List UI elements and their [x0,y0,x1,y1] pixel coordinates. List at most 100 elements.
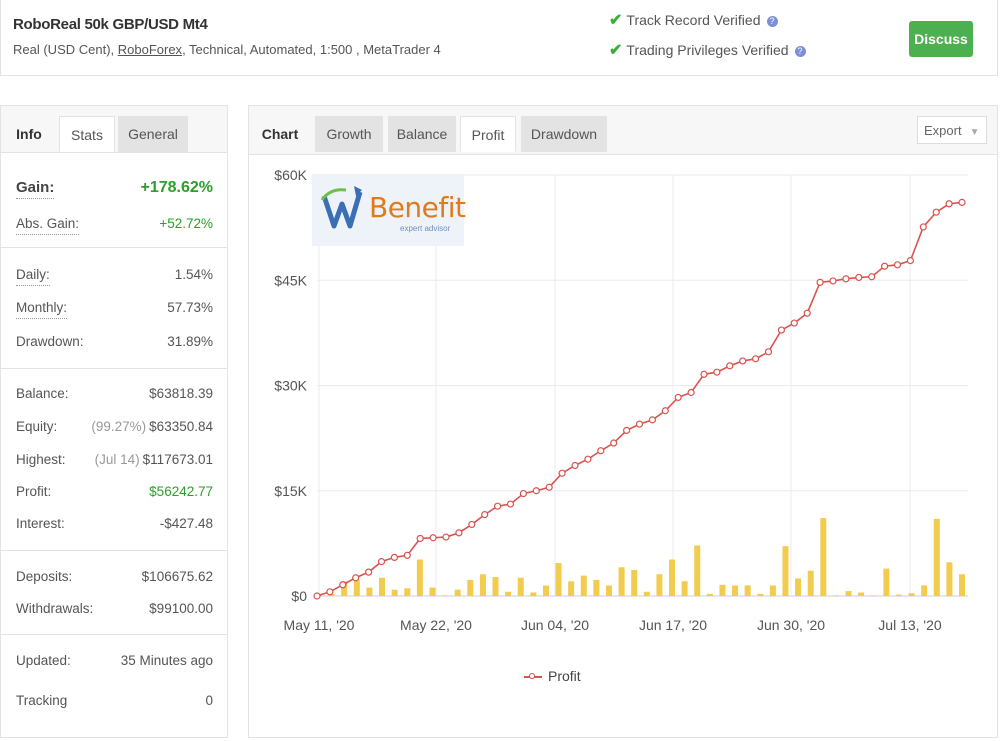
y-tick-label: $30K [274,378,307,394]
x-tick-label: Jun 17, '20 [639,617,707,633]
tab-general[interactable]: General [118,116,188,152]
daily-bar [542,585,549,596]
abs-gain-label[interactable]: Abs. Gain: [16,214,80,235]
highest-value: (Jul 14) $117673.01 [95,450,213,470]
equity-value: (99.27%) $63350.84 [91,417,213,437]
profit-point [906,257,915,265]
profit-point [313,592,321,600]
equity-label: Equity: [16,419,58,434]
chart-legend[interactable]: Profit [524,668,581,684]
interest-row: Interest: -$427.48 [1,514,227,534]
profit-point [777,326,786,334]
tab-profit[interactable]: Profit [460,116,516,152]
abs-gain-value: +52.72% [159,216,213,231]
verification-label: Trading Privileges Verified [626,42,789,58]
daily-row: Daily: 1.54% [1,265,227,286]
profit-point [855,273,863,282]
daily-bar [353,579,360,596]
profit-point [519,489,528,498]
divider [1,368,227,369]
tracking-label: Tracking [16,693,68,708]
monthly-value: 57.73% [167,300,213,315]
gain-value: +178.62% [140,179,213,196]
daily-bar [858,592,865,596]
profit-point [442,533,450,541]
info-tabs: Info Stats General [1,106,227,153]
daily-bar [757,593,764,596]
monthly-label[interactable]: Monthly: [16,298,68,319]
highest-amount: $117673.01 [142,452,213,467]
daily-bar [479,574,486,596]
profit-value: $56242.77 [149,484,213,499]
daily-bar [530,592,537,596]
daily-bar [820,518,827,596]
profit-point [868,273,876,281]
gain-label[interactable]: Gain: [16,178,55,199]
help-icon[interactable]: ? [794,46,806,57]
profit-line [316,201,963,597]
x-tick-label: May 22, '20 [400,617,472,633]
y-tick-label: $60K [274,167,307,183]
broker-link[interactable]: RoboForex [117,42,183,57]
withdrawals-label: Withdrawals: [16,601,94,616]
daily-bar [706,593,713,596]
daily-label[interactable]: Daily: [16,265,50,286]
daily-bar [379,577,386,596]
updated-label: Updated: [16,653,71,668]
daily-bar [631,570,638,596]
daily-bar [454,589,461,596]
profit-point [365,568,373,576]
profit-point [468,520,476,529]
export-dropdown[interactable]: Export ▼ [917,116,987,144]
chevron-down-icon: ▼ [969,127,980,138]
daily-bar [391,589,398,596]
profit-point [958,198,966,206]
profit-point [816,278,824,286]
daily-bar [732,585,739,596]
profit-point [790,319,798,327]
daily-bar [643,591,650,596]
account-header: RoboReal 50k GBP/USD Mt4 Real (USD Cent)… [0,0,998,76]
profit-point [945,200,953,208]
daily-bar [580,575,587,596]
profit-point [687,388,695,397]
daily-bar [719,584,726,596]
tab-balance[interactable]: Balance [388,116,456,152]
discuss-button[interactable]: Discuss [909,21,973,57]
tab-drawdown[interactable]: Drawdown [521,116,607,152]
daily-bar [870,595,877,596]
tab-growth[interactable]: Growth [315,116,383,152]
legend-label: Profit [548,668,581,684]
daily-value: 1.54% [174,267,213,282]
profit-label: Profit: [16,484,52,499]
daily-bar [555,563,562,596]
info-panel: Info Stats General Gain: +178.62% Abs. G… [0,105,228,738]
daily-bar [946,562,953,596]
chart-tabs: Chart Growth Balance Profit Drawdown [249,106,997,155]
export-label: Export [924,123,962,138]
check-icon: ✔ [609,42,623,59]
equity-percent: (99.27%) [91,419,147,434]
daily-bar [769,585,776,596]
deposits-row: Deposits: $106675.62 [1,567,227,587]
profit-point [416,534,424,543]
abs-gain-row: Abs. Gain: +52.72% [1,214,227,235]
y-tick-label: $0 [291,588,307,604]
gain-row: Gain: +178.62% [1,178,227,199]
y-tick-label: $15K [274,483,307,499]
tab-stats[interactable]: Stats [59,116,115,152]
x-tick-label: Jul 13, '20 [878,617,942,633]
daily-bar [681,581,688,596]
profit-point [842,275,850,283]
daily-bar [744,585,751,596]
profit-point [661,407,669,415]
help-icon[interactable]: ? [766,16,778,27]
profit-point [932,208,940,216]
tab-chart[interactable]: Chart [261,126,299,142]
profit-point [880,262,889,270]
tab-info[interactable]: Info [16,126,42,142]
daily-bar [795,578,802,596]
y-tick-label: $45K [274,272,307,288]
check-icon: ✔ [609,12,623,29]
